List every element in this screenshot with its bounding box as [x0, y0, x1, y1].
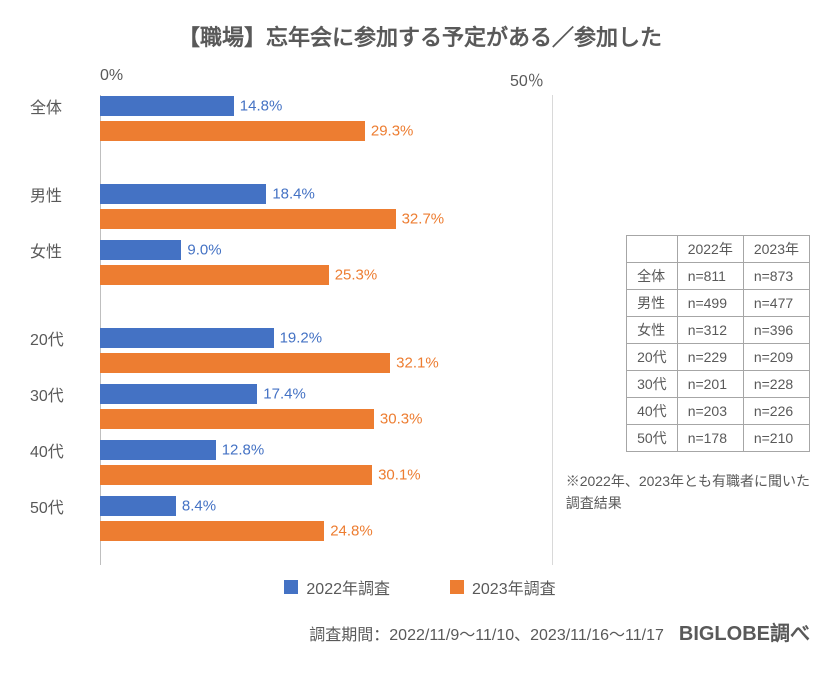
table-header — [627, 236, 678, 263]
legend-item-2022: 2022年調査 — [284, 575, 390, 599]
axis-label-50: 50％ — [510, 67, 544, 91]
value-label-2022: 17.4% — [263, 386, 306, 403]
legend-label-2023: 2023年調査 — [472, 575, 556, 599]
value-label-2022: 18.4% — [272, 186, 315, 203]
bar-2022: 17.4% — [100, 384, 257, 404]
chart-container: 【職場】忘年会に参加する予定がある／参加した 0% 50％ 全体14.8%29.… — [0, 0, 840, 673]
bar-2023: 30.1% — [100, 465, 372, 485]
table-cell: n=209 — [743, 344, 809, 371]
table-cell: n=226 — [743, 398, 809, 425]
legend-item-2023: 2023年調査 — [450, 575, 556, 599]
bar-2022: 18.4% — [100, 184, 266, 204]
footer-credit: BIGLOBE調べ — [679, 617, 810, 646]
legend-swatch-2022 — [284, 580, 298, 594]
value-label-2023: 32.1% — [396, 355, 439, 372]
table-note-line1: ※2022年、2023年とも有職者に聞いた — [566, 470, 810, 492]
chart-title: 【職場】忘年会に参加する予定がある／参加した — [30, 20, 810, 52]
category-label: 30代 — [30, 382, 95, 406]
table-cell: n=229 — [677, 344, 743, 371]
bar-2022: 14.8% — [100, 96, 234, 116]
table-cell: 40代 — [627, 398, 678, 425]
sample-size-table: 2022年2023年 全体n=811n=873男性n=499n=477女性n=3… — [626, 235, 810, 452]
table-cell: n=396 — [743, 317, 809, 344]
table-cell: 全体 — [627, 263, 678, 290]
table-cell: 30代 — [627, 371, 678, 398]
value-label-2022: 12.8% — [222, 442, 265, 459]
value-label-2022: 8.4% — [182, 498, 216, 515]
table-cell: n=178 — [677, 425, 743, 452]
table-cell: n=210 — [743, 425, 809, 452]
table-row: 20代n=229n=209 — [627, 344, 810, 371]
table-cell: n=312 — [677, 317, 743, 344]
value-label-2022: 14.8% — [240, 98, 283, 115]
table-cell: n=477 — [743, 290, 809, 317]
value-label-2023: 24.8% — [330, 523, 373, 540]
value-label-2022: 19.2% — [280, 330, 323, 347]
value-label-2023: 32.7% — [402, 211, 445, 228]
bar-2023: 30.3% — [100, 409, 374, 429]
table-cell: n=499 — [677, 290, 743, 317]
category-label: 男性 — [30, 182, 95, 206]
table-cell: n=228 — [743, 371, 809, 398]
legend: 2022年調査 2023年調査 — [30, 575, 810, 599]
table-cell: n=201 — [677, 371, 743, 398]
table-note: ※2022年、2023年とも有職者に聞いた 調査結果 — [566, 470, 810, 515]
value-label-2023: 29.3% — [371, 123, 414, 140]
bar-2022: 9.0% — [100, 240, 181, 260]
table-header: 2023年 — [743, 236, 809, 263]
table-row: 男性n=499n=477 — [627, 290, 810, 317]
table-cell: 20代 — [627, 344, 678, 371]
value-label-2023: 30.3% — [380, 411, 423, 428]
table-cell: 男性 — [627, 290, 678, 317]
table-row: 30代n=201n=228 — [627, 371, 810, 398]
bar-2023: 32.1% — [100, 353, 390, 373]
bar-2023: 29.3% — [100, 121, 365, 141]
bar-2023: 25.3% — [100, 265, 329, 285]
category-label: 20代 — [30, 326, 95, 350]
table-header: 2022年 — [677, 236, 743, 263]
bar-2023: 24.8% — [100, 521, 324, 541]
legend-swatch-2023 — [450, 580, 464, 594]
axis-label-0: 0% — [100, 67, 123, 85]
footer-period: 調査期間：2022/11/9～11/10、2023/11/16～11/17 — [309, 621, 664, 645]
table-row: 40代n=203n=226 — [627, 398, 810, 425]
legend-label-2022: 2022年調査 — [306, 575, 390, 599]
category-label: 50代 — [30, 494, 95, 518]
bar-2022: 19.2% — [100, 328, 274, 348]
table-cell: n=811 — [677, 263, 743, 290]
category-label: 女性 — [30, 238, 95, 262]
table-row: 女性n=312n=396 — [627, 317, 810, 344]
value-label-2023: 25.3% — [335, 267, 378, 284]
value-label-2022: 9.0% — [187, 242, 221, 259]
table-row: 50代n=178n=210 — [627, 425, 810, 452]
axis-labels: 0% 50％ — [30, 67, 810, 85]
table-cell: n=203 — [677, 398, 743, 425]
bar-2022: 8.4% — [100, 496, 176, 516]
footer: 調査期間：2022/11/9～11/10、2023/11/16～11/17 BI… — [30, 617, 810, 646]
table-cell: 50代 — [627, 425, 678, 452]
table-cell: n=873 — [743, 263, 809, 290]
table-cell: 女性 — [627, 317, 678, 344]
table-note-line2: 調査結果 — [566, 492, 810, 514]
value-label-2023: 30.1% — [378, 467, 421, 484]
table-row: 全体n=811n=873 — [627, 263, 810, 290]
category-label: 40代 — [30, 438, 95, 462]
category-label: 全体 — [30, 94, 95, 118]
bar-2022: 12.8% — [100, 440, 216, 460]
bar-2023: 32.7% — [100, 209, 396, 229]
